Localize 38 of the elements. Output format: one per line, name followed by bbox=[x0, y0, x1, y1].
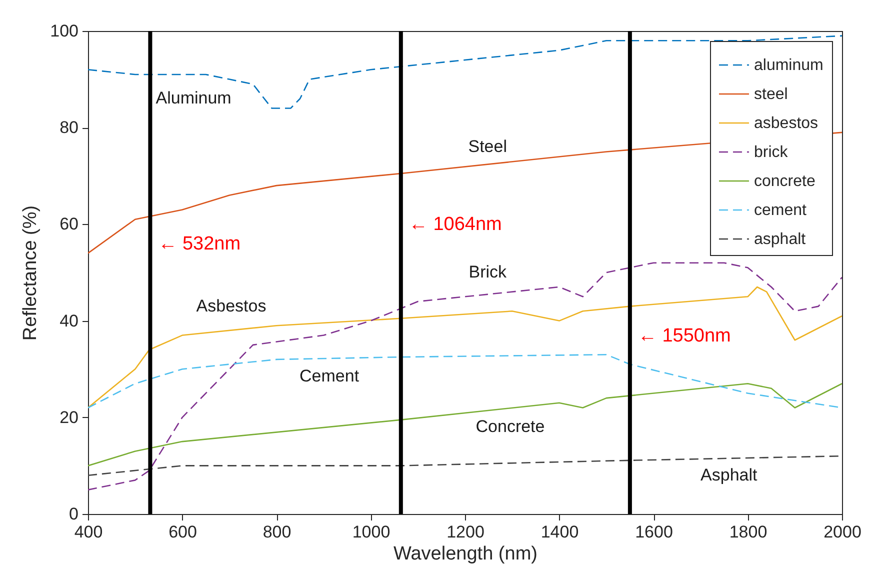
y-tick-label: 100 bbox=[50, 22, 78, 40]
y-tick-label: 80 bbox=[60, 118, 78, 138]
x-tick-label: 1600 bbox=[635, 522, 673, 542]
x-tick-label: 1400 bbox=[540, 522, 579, 542]
line-series bbox=[88, 35, 842, 109]
annotation: Asbestos bbox=[196, 296, 266, 316]
y-tick-label: 20 bbox=[60, 408, 78, 427]
annotation: Aluminum bbox=[156, 88, 232, 108]
y-tick-label: 0 bbox=[69, 504, 78, 524]
line-series bbox=[88, 262, 842, 490]
line-series bbox=[88, 382, 842, 466]
y-axis-title: Reflectance (%) bbox=[20, 205, 42, 341]
legend-label: cement bbox=[754, 202, 808, 219]
x-tick-label: 600 bbox=[168, 522, 197, 542]
legend-label: asphalt bbox=[754, 231, 806, 248]
y-tick-label: 60 bbox=[60, 214, 78, 234]
legend-label: brick bbox=[754, 144, 789, 161]
annotation: Asphalt bbox=[700, 465, 758, 484]
x-axis-title: Wavelength (nm) bbox=[394, 544, 538, 564]
x-tick-label: 1800 bbox=[729, 522, 768, 542]
x-tick-label: 800 bbox=[262, 522, 292, 542]
legend-label: steel bbox=[754, 86, 788, 103]
ref-line-label: ← 1550nm bbox=[638, 325, 731, 346]
legend-label: asbestos bbox=[754, 115, 818, 132]
annotation: Brick bbox=[468, 262, 508, 282]
x-tick-label: 1200 bbox=[446, 522, 484, 542]
ref-line-label: ← 532nm bbox=[158, 234, 241, 255]
annotation: Concrete bbox=[476, 417, 545, 436]
x-tick-label: 1000 bbox=[352, 522, 390, 542]
x-tick-label: 2000 bbox=[824, 522, 862, 542]
annotation: Steel bbox=[468, 136, 507, 156]
annotation: Cement bbox=[300, 366, 360, 386]
x-tick-label: 400 bbox=[74, 522, 103, 542]
y-tick-label: 40 bbox=[60, 311, 78, 330]
legend-label: aluminum bbox=[754, 57, 824, 74]
ref-line-label: ← 1064nm bbox=[408, 214, 502, 236]
line-series bbox=[88, 286, 842, 408]
legend-label: concrete bbox=[754, 173, 816, 190]
